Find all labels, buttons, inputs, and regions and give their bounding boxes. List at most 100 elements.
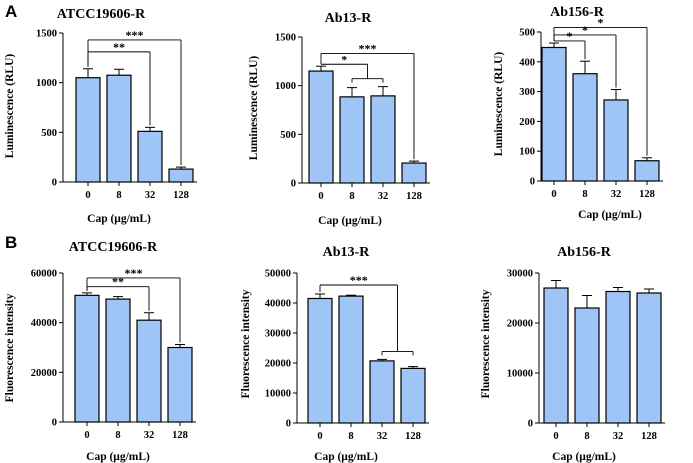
bar-8 [339,96,365,184]
x-tick-label: 8 [349,191,354,202]
chart-title: Ab156-R [550,5,605,20]
x-tick-label: 0 [551,189,556,200]
y-tick-label: 50000 [265,269,291,280]
bar-0 [74,294,100,423]
x-axis-label: Cap (μg/mL) [318,215,382,227]
chart-title: ATCC19606-R [69,240,158,255]
bar-8 [106,74,132,183]
y-axis-label: Fluorescence intensity [480,289,492,398]
y-tick-label: 40000 [265,299,291,310]
x-tick-label: 8 [584,431,589,442]
y-tick-label: 40000 [31,318,57,329]
bar-8 [574,307,600,424]
y-tick-label: 0 [52,418,57,429]
x-tick-label: 32 [377,431,388,442]
bar-8 [572,73,598,182]
chart-b-atcc19606: ATCC19606-R Cap (μg/mL) Fluorescence int… [4,240,158,463]
y-axis-label: Fluorescence intensity [240,289,252,398]
chart-plot-5: 0 10000 20000 30000 40000 50000 0 8 32 128 *** [265,269,429,442]
y-tick-label: 0 [528,419,533,430]
y-tick-label: 20000 [507,319,533,330]
y-tick-label: 1500 [275,33,296,44]
y-tick-label: 30000 [507,269,533,280]
y-tick-label: 30000 [265,329,291,340]
y-tick-label: 0 [530,177,535,188]
x-tick-label: 128 [406,191,422,202]
x-tick-label: 8 [115,430,120,441]
bar-32 [370,95,396,184]
x-tick-label: 128 [173,190,189,201]
significance-label: * [582,23,588,37]
significance-label: ** [112,275,124,289]
chart-title: Ab13-R [325,11,373,26]
x-tick-label: 32 [378,191,389,202]
significance-label: *** [359,42,377,56]
chart-a-ab156: Ab156-R Cap (μg/mL) Luminescence (RLU) [493,5,642,221]
y-tick-label: 200 [519,117,535,128]
bar-128 [168,168,194,183]
y-tick-label: 300 [519,87,535,98]
bar-128 [400,367,426,424]
significance-label: *** [350,273,368,287]
x-axis-label: Cap (μg/mL) [87,213,151,225]
x-tick-label: 0 [317,431,322,442]
y-tick-label: 500 [280,130,296,141]
chart-plot-3: 0 100 200 300 400 500 0 8 32 128 * * * [519,16,663,200]
bar-32 [605,290,631,424]
x-tick-label: 0 [85,190,90,201]
bar-0 [543,287,569,424]
x-tick-label: 128 [172,430,188,441]
chart-b-ab156: Ab156-R Cap (μg/mL) Fluorescence intensi… [480,245,616,463]
y-tick-label: 0 [52,178,57,189]
y-tick-label: 1000 [275,81,296,92]
y-tick-label: 1000 [36,78,57,89]
panel-letter-a: A [5,2,17,21]
y-axis-label: Luminescence (RLU) [493,52,505,157]
x-tick-label: 32 [144,430,155,441]
chart-title: ATCC19606-R [57,7,146,22]
x-tick-label: 0 [318,191,323,202]
x-tick-label: 8 [348,431,353,442]
x-tick-label: 0 [84,430,89,441]
chart-b-ab13: Ab13-R Cap (μg/mL) Fluorescence intensit… [240,245,378,463]
chart-plot-6: 0 10000 20000 30000 0 8 32 128 [507,269,665,442]
x-tick-label: 128 [641,431,657,442]
bar-128 [636,292,662,424]
bar-32 [603,99,629,182]
x-tick-label: 32 [145,190,156,201]
x-tick-label: 128 [639,189,655,200]
y-tick-label: 20000 [265,359,291,370]
x-tick-label: 32 [611,189,622,200]
chart-a-ab13: Ab13-R Cap (μg/mL) Luminescence (RLU) [248,11,382,227]
bar-0 [307,297,333,424]
y-axis-label: Luminescence (RLU) [4,54,16,159]
x-tick-label: 128 [405,431,421,442]
significance-label: *** [125,266,143,280]
significance-label: * [567,29,573,43]
chart-title: Ab13-R [323,245,371,260]
y-tick-label: 0 [291,179,296,190]
x-axis-label: Cap (μg/mL) [314,451,378,463]
y-tick-label: 1500 [36,29,57,40]
x-axis-label: Cap (μg/mL) [86,451,150,463]
bar-32 [136,319,162,423]
y-axis-label: Luminescence (RLU) [248,56,260,161]
x-axis-label: Cap (μg/mL) [552,451,616,463]
chart-title: Ab156-R [557,245,612,260]
y-tick-label: 20000 [31,368,57,379]
y-tick-label: 10000 [265,389,291,400]
chart-a-atcc19606: ATCC19606-R Cap (μg/mL) Luminescence (RL… [4,7,151,225]
bar-128 [167,346,193,423]
bar-128 [401,162,427,184]
y-axis-label: Fluorescence intensity [4,293,16,402]
y-tick-label: 0 [286,419,291,430]
y-tick-label: 60000 [31,269,57,280]
bar-32 [369,360,395,424]
bar-0 [308,70,334,184]
y-tick-label: 10000 [507,369,533,380]
x-axis-label: Cap (μg/mL) [578,209,642,221]
y-tick-label: 400 [519,57,535,68]
bar-8 [338,295,364,424]
